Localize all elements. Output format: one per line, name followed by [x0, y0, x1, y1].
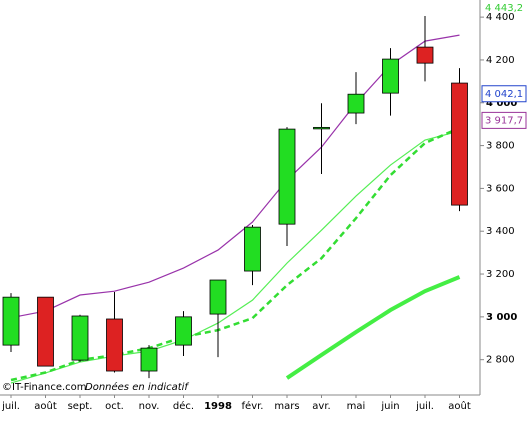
y-tick-label: 3 600	[486, 183, 515, 194]
ma-line	[10, 126, 460, 382]
x-tick-label: févr.	[242, 400, 264, 412]
value-marker-box	[481, 85, 527, 103]
x-tick-label: juin	[380, 401, 399, 412]
x-tick-label: nov.	[139, 401, 160, 412]
y-tick-label: 4 000	[486, 98, 517, 109]
ma-line	[10, 130, 460, 384]
y-tick-label: 3 000	[486, 312, 517, 323]
x-tick-label: mars	[274, 401, 299, 412]
ma-line	[285, 275, 461, 380]
candle-body	[347, 93, 365, 114]
candle-body	[416, 46, 434, 64]
x-tick-label: avr.	[312, 401, 330, 412]
x-tick-label: déc.	[173, 400, 194, 412]
value-marker-box	[481, 111, 527, 129]
x-tick-label: août	[448, 400, 471, 412]
note: Données en indicatif	[85, 381, 189, 393]
y-tick-label: 2 800	[486, 355, 515, 366]
candle-body	[2, 296, 20, 346]
y-tick-label: 4 200	[486, 55, 515, 66]
y-tick-label: 3 400	[486, 226, 515, 237]
candle-body	[209, 279, 227, 315]
candle-body	[382, 58, 399, 94]
x-tick-label: mai	[347, 401, 366, 412]
y-tick-label: 3 200	[486, 269, 515, 280]
candle-body	[140, 347, 158, 372]
x-tick-label: oct.	[105, 401, 124, 412]
candle-body	[37, 296, 54, 367]
candle-body	[244, 226, 261, 272]
candle-body	[313, 126, 330, 130]
x-tick-label: 1998	[204, 401, 232, 412]
candle-body	[106, 318, 123, 372]
credit: ©IT-Finance.com	[2, 382, 87, 393]
candle-body	[71, 315, 89, 361]
x-tick-label: sept.	[68, 401, 93, 412]
value-marker-label: 3 917,7	[485, 115, 523, 126]
value-marker-label: 4 042,1	[485, 89, 523, 100]
value-marker-label: 4 443,2	[485, 3, 523, 14]
candle-body	[451, 82, 468, 206]
candle-body	[278, 128, 296, 225]
x-tick-label: juil.	[415, 401, 434, 412]
y-tick-label: 3 800	[486, 141, 515, 152]
x-tick-label: juil.	[1, 401, 20, 412]
x-tick-label: août	[34, 400, 57, 412]
candle-body	[175, 316, 192, 346]
y-tick-label: 4 400	[486, 12, 515, 23]
